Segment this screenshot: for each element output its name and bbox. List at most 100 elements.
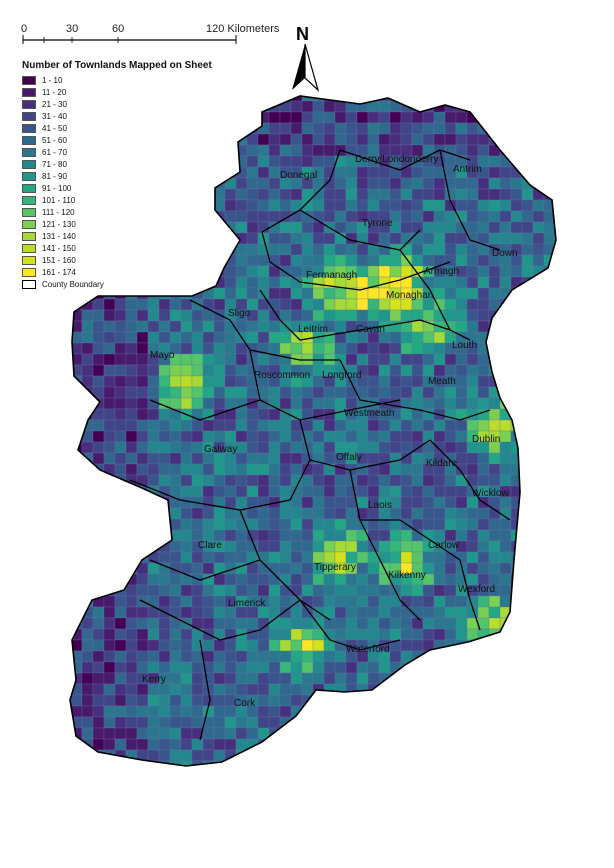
legend-label: 71 - 80	[42, 159, 67, 169]
grid-cell	[356, 496, 369, 509]
grid-cell	[180, 540, 193, 553]
grid-cell	[224, 353, 237, 366]
grid-cell	[246, 672, 259, 685]
grid-cell	[301, 474, 314, 487]
grid-cell	[268, 639, 281, 652]
grid-cell	[499, 232, 512, 245]
grid-cell	[114, 144, 127, 157]
grid-cell	[466, 452, 479, 465]
grid-cell	[136, 540, 149, 553]
grid-cell	[488, 199, 501, 212]
grid-cell	[532, 386, 545, 399]
grid-cell	[543, 595, 556, 608]
legend-row: 151 - 160	[22, 254, 104, 266]
county-label-monaghan: Monaghan	[386, 290, 433, 301]
grid-cell	[191, 584, 204, 597]
grid-cell	[356, 342, 369, 355]
grid-cell	[532, 276, 545, 289]
grid-cell	[543, 551, 556, 564]
grid-cell	[114, 111, 127, 124]
grid-cell	[246, 683, 259, 696]
grid-cell	[235, 265, 248, 278]
grid-cell	[224, 210, 237, 223]
grid-cell	[147, 617, 160, 630]
grid-cell	[554, 672, 556, 685]
grid-cell	[180, 342, 193, 355]
grid-cell	[499, 96, 512, 102]
grid-cell	[532, 232, 545, 245]
grid-cell	[411, 386, 424, 399]
grid-cell	[488, 232, 501, 245]
grid-cell	[169, 518, 182, 531]
grid-cell	[213, 243, 226, 256]
grid-cell	[180, 155, 193, 168]
grid-cell	[158, 463, 171, 476]
grid-cell	[103, 254, 116, 267]
grid-cell	[521, 573, 534, 586]
grid-cell	[323, 738, 336, 751]
grid-cell	[136, 727, 149, 740]
grid-cell	[224, 573, 237, 586]
grid-cell	[147, 111, 160, 124]
grid-cell	[566, 607, 577, 618]
grid-cell	[323, 452, 336, 465]
grid-cell	[543, 485, 556, 498]
grid-cell	[466, 507, 479, 520]
grid-cell	[246, 639, 259, 652]
grid-cell	[312, 705, 325, 718]
grid-cell	[269, 772, 280, 783]
grid-cell	[345, 661, 358, 674]
grid-cell	[279, 485, 292, 498]
county-label-laois: Laois	[368, 500, 392, 511]
grid-cell	[213, 474, 226, 487]
grid-cell	[554, 474, 556, 487]
county-label-sligo: Sligo	[228, 308, 251, 319]
grid-cell	[312, 419, 325, 432]
grid-cell	[235, 199, 248, 212]
grid-cell	[554, 353, 556, 366]
grid-cell	[202, 738, 215, 751]
grid-cell	[521, 617, 534, 630]
grid-cell	[202, 232, 215, 245]
grid-cell	[499, 628, 512, 641]
grid-cell	[202, 96, 215, 102]
grid-cell	[532, 738, 545, 751]
grid-cell	[411, 683, 424, 696]
grid-cell	[301, 562, 314, 575]
grid-cell	[301, 254, 314, 267]
grid-cell	[400, 232, 413, 245]
grid-cell	[334, 716, 347, 729]
grid-cell	[345, 584, 358, 597]
grid-cell	[147, 210, 160, 223]
grid-cell	[499, 353, 512, 366]
grid-cell	[422, 188, 435, 201]
grid-cell	[334, 518, 347, 531]
grid-cell	[444, 96, 457, 102]
grid-cell	[301, 100, 314, 113]
grid-cell	[521, 727, 534, 740]
grid-cell	[566, 310, 577, 321]
grid-cell	[477, 760, 490, 766]
grid-cell	[543, 155, 556, 168]
grid-cell	[554, 573, 556, 586]
grid-cell	[147, 562, 160, 575]
county-label-leitrim: Leitrim	[298, 324, 328, 335]
grid-cell	[566, 277, 577, 288]
grid-cell	[224, 122, 237, 135]
grid-cell	[566, 750, 577, 761]
grid-cell	[400, 463, 413, 476]
grid-cell	[81, 551, 94, 564]
grid-cell	[444, 210, 457, 223]
grid-cell	[521, 584, 534, 597]
grid-cell	[378, 474, 391, 487]
county-label-tyrone: Tyrone	[362, 218, 393, 229]
grid-cell	[213, 430, 226, 443]
legend-swatch	[22, 87, 36, 97]
grid-cell	[566, 321, 577, 332]
grid-cell	[268, 166, 281, 179]
grid-cell	[235, 496, 248, 509]
grid-cell	[169, 364, 182, 377]
grid-cell	[290, 133, 303, 146]
grid-cell	[433, 606, 446, 619]
grid-cell	[499, 441, 512, 454]
